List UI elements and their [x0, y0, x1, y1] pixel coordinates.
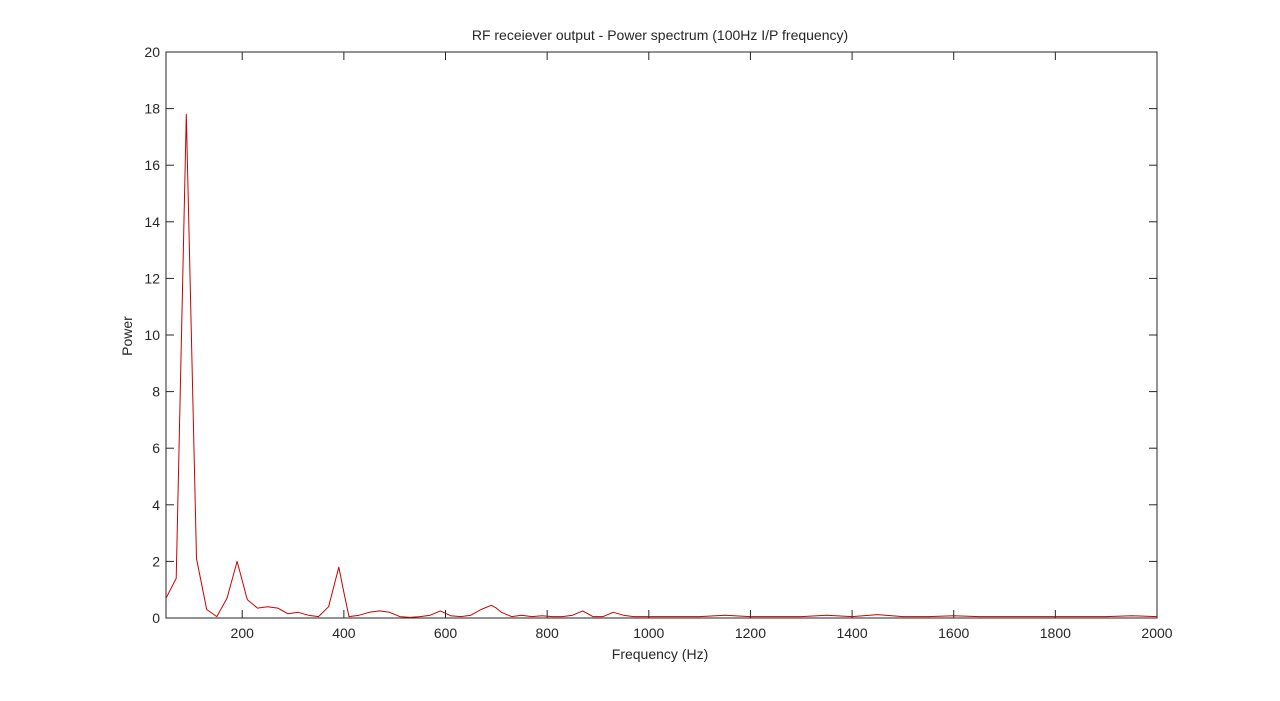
x-tick-label: 600: [434, 625, 458, 641]
y-tick-label: 14: [144, 214, 160, 230]
y-tick-label: 2: [152, 553, 160, 569]
x-tick-label: 2000: [1141, 625, 1172, 641]
power-series-line: [165, 113, 1158, 618]
plot-area: [165, 51, 1158, 619]
x-tick-label: 1600: [938, 625, 969, 641]
y-tick-label: 0: [152, 610, 160, 626]
y-tick-label: 4: [152, 497, 160, 513]
y-axis-label: Power: [119, 316, 135, 356]
chart-title: RF receiever output - Power spectrum (10…: [472, 27, 848, 43]
y-tick-label: 20: [144, 44, 160, 60]
x-tick-label: 800: [535, 625, 559, 641]
y-tick-label: 18: [144, 101, 160, 117]
x-axis-label: Frequency (Hz): [612, 646, 708, 662]
y-tick-label: 6: [152, 440, 160, 456]
y-tick-label: 8: [152, 384, 160, 400]
y-tick-label: 12: [144, 270, 160, 286]
x-tick-label: 1800: [1040, 625, 1071, 641]
x-tick-label: 1400: [836, 625, 867, 641]
y-tick-label: 10: [144, 327, 160, 343]
x-axis-ticks: 200 400 600 800 1000 1200 1400 1600 1800 2000: [231, 52, 1173, 641]
x-tick-label: 1200: [735, 625, 766, 641]
x-tick-label: 400: [332, 625, 356, 641]
y-axis-ticks: 0 2 4 6 8 10 12 14 16 18 20: [144, 44, 1157, 626]
series-layer: [165, 113, 1158, 618]
x-tick-label: 200: [231, 625, 255, 641]
x-tick-label: 1000: [633, 625, 664, 641]
y-tick-label: 16: [144, 157, 160, 173]
